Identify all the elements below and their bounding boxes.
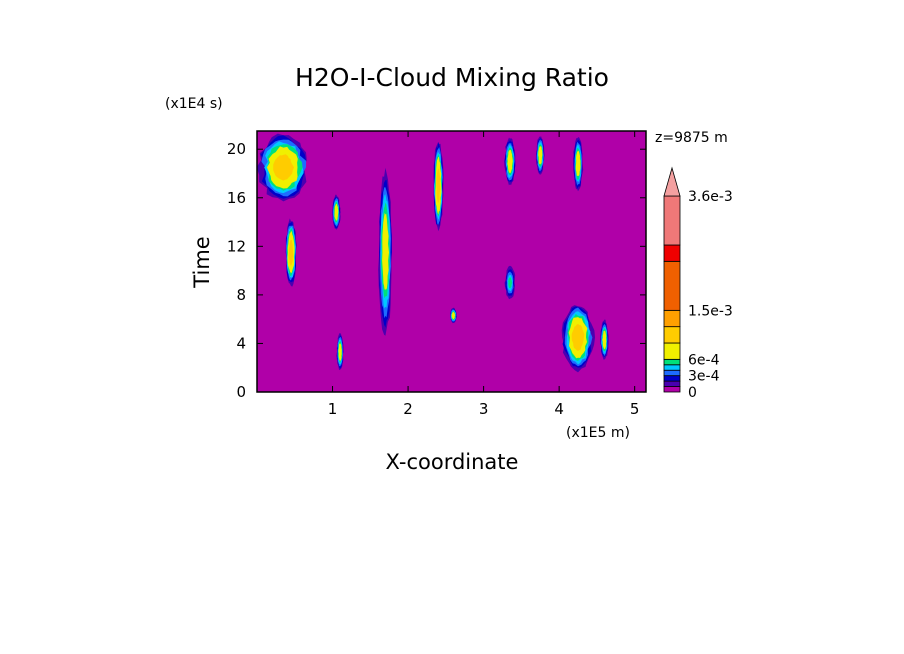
colorbar-swatch (663, 358, 681, 366)
colorbar-label: 6e-4 (688, 352, 720, 368)
x-axis: 1 2 3 4 5 (328, 131, 640, 418)
contour-fill (382, 212, 389, 290)
colorbar-swatch (663, 309, 681, 328)
x-axis-label: X-coordinate (386, 450, 519, 474)
colorbar: 03e-46e-4 1.5e-3 3.6e-3 (663, 166, 733, 401)
y-units-label: (x1E4 s) (165, 96, 223, 112)
streak-x1-2 (332, 194, 341, 230)
heatmap-plot-area (256, 131, 646, 392)
colorbar-extend-arrow (663, 166, 681, 197)
y-tick-label: 8 (236, 286, 246, 304)
streak-x4-25 (573, 137, 584, 192)
streak-x2-4 (433, 141, 444, 232)
colorbar-swatch (663, 195, 681, 246)
colorbar-swatch (663, 364, 681, 371)
cloud-patch-topleft (256, 133, 307, 202)
y-axis-label: Time (190, 236, 214, 288)
x-tick-label: 3 (479, 400, 489, 418)
y-axis: 0 4 8 12 16 20 (227, 140, 646, 401)
plot-frame (256, 130, 647, 393)
colorbar-swatch (663, 386, 681, 393)
contour-fill (602, 330, 607, 350)
contour-fill (273, 154, 294, 181)
colorbar-label: 1.5e-3 (688, 303, 733, 319)
cloud-patch-bottomright (561, 305, 595, 373)
streak-x1-7 (378, 167, 392, 336)
x-tick-label: 4 (554, 400, 564, 418)
x-units-label: (x1E5 m) (566, 425, 630, 441)
colorbar-swatch (663, 380, 681, 387)
streak-x0-4 (285, 218, 297, 287)
colorbar-swatch (663, 260, 681, 311)
contour-fill (451, 311, 456, 320)
chart-title: H2O-I-Cloud Mixing Ratio (295, 63, 609, 92)
y-tick-label: 0 (236, 383, 246, 401)
streak-x4-6 (600, 319, 609, 360)
x-tick-label: 5 (630, 400, 640, 418)
streak-x1-1 (336, 333, 344, 371)
streak-x3-7 (535, 136, 545, 175)
streak-x3-4 (504, 265, 516, 300)
contour-fill (436, 168, 441, 204)
contour-fill (508, 277, 512, 289)
contour-fill (571, 323, 585, 351)
colorbar-swatch (663, 369, 681, 377)
x-tick-label: 1 (328, 400, 338, 418)
colorbar-label: 3e-4 (688, 369, 720, 385)
streak-x3-3 (504, 137, 516, 186)
contour-fill (338, 343, 342, 362)
contour-fill (575, 150, 581, 176)
colorbar-swatch (663, 244, 681, 262)
contour-fill (288, 239, 294, 266)
streak-x2-6 (450, 307, 457, 324)
colorbar-label: 0 (688, 385, 697, 401)
contour-fill (507, 149, 513, 174)
colorbar-swatch (663, 342, 681, 360)
colorbar-swatch (663, 326, 681, 344)
y-tick-label: 16 (227, 189, 246, 207)
colorbar-swatch (663, 375, 681, 382)
contour-fill (538, 146, 543, 165)
y-tick-label: 20 (227, 140, 246, 158)
y-tick-label: 12 (227, 237, 246, 255)
contour-fill (334, 203, 339, 221)
x-tick-label: 2 (403, 400, 413, 418)
y-tick-label: 4 (236, 334, 246, 352)
level-annotation: z=9875 m (655, 130, 728, 146)
colorbar-label: 3.6e-3 (688, 189, 733, 205)
